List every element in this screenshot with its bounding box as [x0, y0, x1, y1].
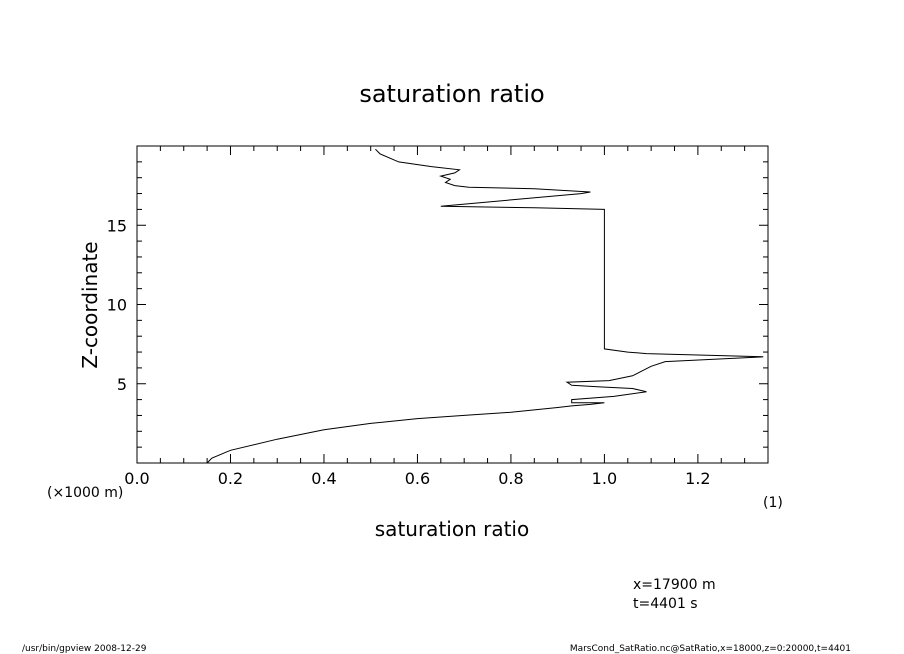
chart-title: saturation ratio — [359, 80, 544, 108]
y-axis-label: Z-coordinate — [78, 241, 102, 368]
footer-left: /usr/bin/gpview 2008-12-29 — [22, 644, 147, 654]
y-unit-label: (×1000 m) — [47, 485, 123, 501]
x-tick-labels: 0.0 0.2 0.4 0.6 0.8 1.0 1.2 — [124, 469, 710, 488]
y-tick-label: 15 — [107, 216, 127, 235]
y-tick-label: 5 — [117, 375, 127, 394]
series-group — [206, 148, 764, 464]
x-tick-label: 0.8 — [498, 469, 523, 488]
tick-marks — [136, 146, 769, 463]
x-tick-label: 0.4 — [311, 469, 336, 488]
plot-frame — [136, 145, 769, 464]
x-axis-label: saturation ratio — [375, 517, 529, 541]
x-tick-label: 1.2 — [685, 469, 710, 488]
x-tick-label: 1.0 — [592, 469, 617, 488]
x-tick-label: 0.2 — [218, 469, 243, 488]
plot-area: 0.0 0.2 0.4 0.6 0.8 1.0 1.2 5 10 15 — [107, 145, 769, 488]
series-line — [206, 148, 764, 464]
x-unit-label: (1) — [763, 495, 783, 511]
y-tick-labels: 5 10 15 — [107, 216, 127, 394]
x-tick-label: 0.0 — [124, 469, 149, 488]
coord-x-annotation: x=17900 m — [633, 577, 716, 593]
footer-right: MarsCond_SatRatio.nc@SatRatio,x=18000,z=… — [570, 644, 851, 654]
y-tick-label: 10 — [107, 296, 127, 315]
x-tick-label: 0.6 — [405, 469, 430, 488]
coord-t-annotation: t=4401 s — [633, 596, 698, 612]
